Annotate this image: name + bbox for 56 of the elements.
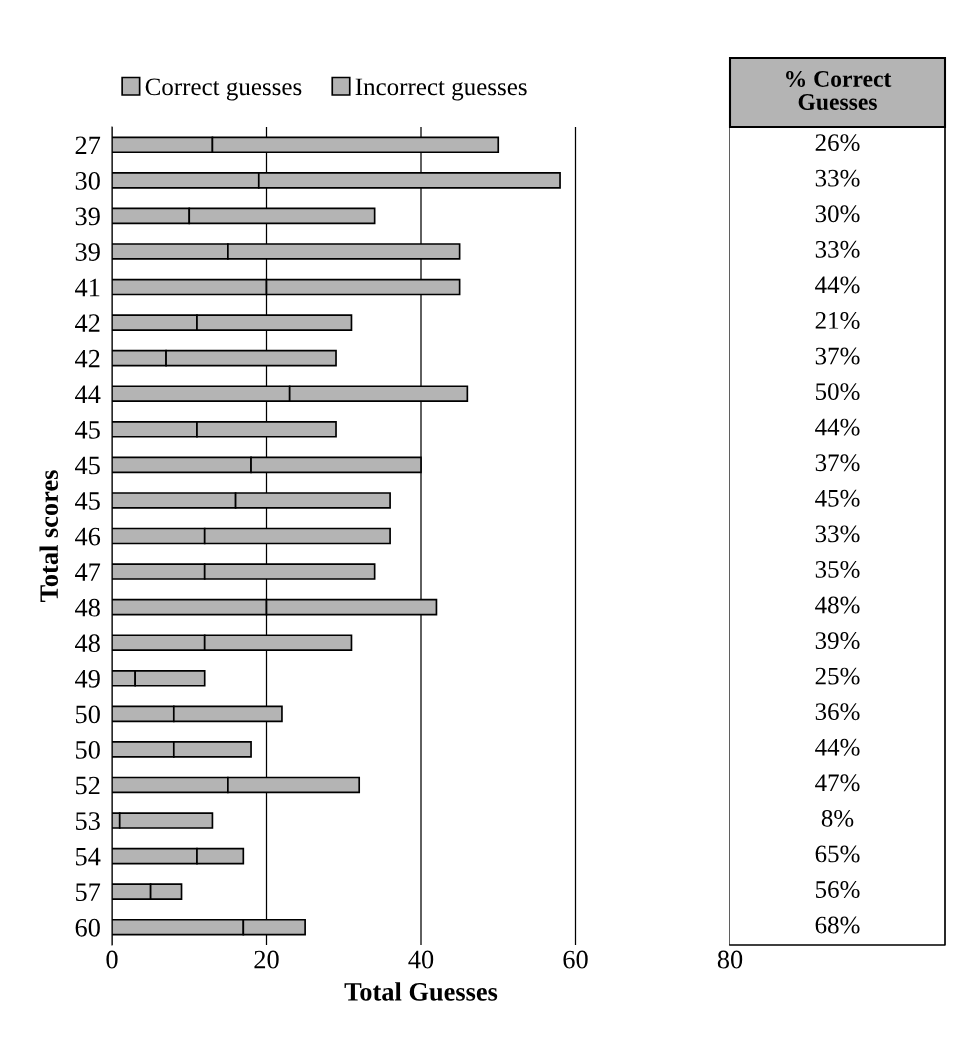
text: 48% [815, 596, 860, 614]
text: 8% [821, 809, 854, 827]
y-tick-label: 48 [75, 634, 100, 653]
y-tick-label: 45 [75, 456, 100, 475]
y-axis-title: Total scores [39, 470, 59, 602]
text: 37% [815, 347, 860, 365]
x-tick-label: 80 [717, 950, 743, 969]
legend-label: Incorrect guesses [355, 78, 527, 101]
text: 50% [816, 383, 860, 401]
text: 33% [815, 525, 860, 543]
text: 39% [815, 632, 860, 650]
x-tick-label: 0 [106, 950, 118, 969]
y-tick-label: 45 [75, 421, 100, 439]
text: 68% [815, 916, 860, 934]
y-tick-label: 45 [75, 492, 100, 510]
y-tick-label: 30 [75, 171, 100, 190]
text: 44% [815, 738, 860, 756]
y-tick-label: 53 [76, 812, 100, 830]
text: 56% [816, 881, 860, 898]
y-tick-label: 46 [75, 527, 101, 546]
y-tick-label: 42 [75, 314, 100, 332]
x-tick-label: 60 [563, 950, 588, 969]
y-tick-label: 39 [75, 243, 100, 261]
y-tick-label: 57 [76, 883, 101, 902]
x-tick-label: 40 [408, 950, 434, 969]
text: 26% [815, 134, 860, 152]
y-tick-label: 49 [75, 669, 100, 688]
legend-label: Correct guesses [145, 78, 302, 101]
text: 33% [815, 240, 860, 258]
text: 44% [815, 276, 860, 294]
text: 35% [815, 560, 860, 578]
text: 36% [815, 703, 860, 721]
text: 65% [815, 845, 860, 863]
y-tick-label: 52 [76, 776, 100, 795]
y-tick-label: 47 [75, 563, 101, 581]
y-tick-label: 60 [75, 918, 100, 937]
text: 45% [815, 489, 860, 507]
text: 30% [815, 205, 860, 223]
text: 25% [815, 667, 860, 685]
text: 21% [815, 312, 860, 329]
y-tick-label: 41 [75, 278, 100, 297]
y-tick-label: 48 [75, 598, 100, 617]
text: 37% [815, 454, 860, 472]
text: 33% [815, 169, 860, 187]
y-tick-label: 27 [75, 136, 101, 154]
x-tick-label: 20 [254, 950, 279, 969]
text: 47% [815, 774, 860, 792]
y-tick-label: 44 [75, 385, 101, 403]
y-tick-label: 50 [76, 705, 100, 724]
y-tick-label: 39 [75, 207, 100, 226]
text: % Correct Guesses [786, 70, 892, 110]
text: 44% [815, 418, 860, 436]
y-tick-label: 50 [76, 741, 100, 759]
y-tick-label: 54 [76, 847, 101, 866]
y-tick-label: 42 [75, 349, 100, 368]
x-axis-title: Total Guesses [344, 982, 498, 1001]
